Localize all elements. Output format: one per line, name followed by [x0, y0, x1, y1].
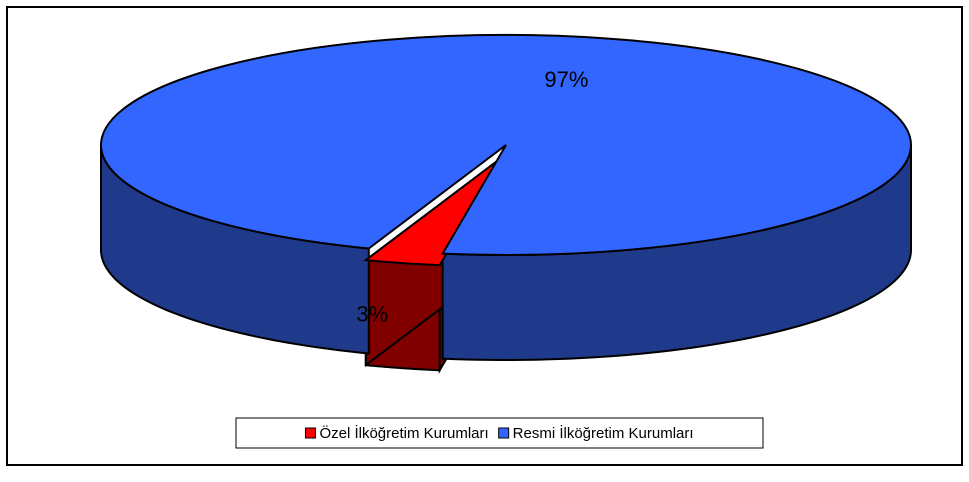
- legend: Özel İlköğretim Kurumları Resmi İlköğreti…: [304, 424, 694, 442]
- pie-slice: [100, 34, 912, 256]
- pie-slice: [363, 155, 504, 267]
- legend-label: Özel İlköğretim Kurumları: [319, 424, 488, 442]
- data-label: 3%: [356, 301, 388, 326]
- legend-swatch: [304, 427, 316, 439]
- data-label: 97%: [544, 67, 588, 92]
- pie: 3% 97%: [100, 34, 912, 374]
- legend-label: Resmi İlköğretim Kurumları: [513, 424, 694, 442]
- legend-swatch: [498, 427, 510, 439]
- legend-items: Özel İlköğretim Kurumları Resmi İlköğreti…: [304, 424, 694, 442]
